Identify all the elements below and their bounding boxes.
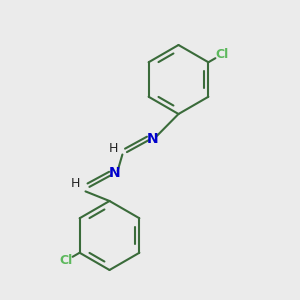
Text: N: N — [109, 167, 120, 180]
Text: H: H — [71, 177, 80, 190]
Text: H: H — [108, 142, 118, 155]
Text: N: N — [147, 132, 158, 145]
Text: Cl: Cl — [59, 254, 73, 267]
Text: Cl: Cl — [215, 48, 229, 61]
